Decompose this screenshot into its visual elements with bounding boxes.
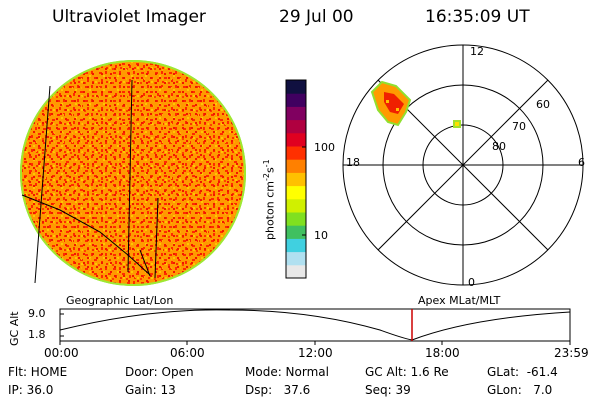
lat-label-80: 80	[492, 140, 506, 153]
altitude-curve	[59, 309, 571, 341]
polar-plot	[342, 44, 584, 286]
timeline-plot	[59, 308, 571, 345]
colorbar-segment	[286, 93, 306, 107]
timeline-xtick-0000: 00:00	[44, 346, 79, 360]
info-glat: GLat: -61.4	[487, 365, 558, 379]
colorbar	[285, 79, 307, 279]
mlt-label-12: 12	[470, 45, 484, 58]
yellow-point	[453, 120, 461, 128]
colorbar-segment	[286, 198, 306, 213]
colorbar-segment	[286, 106, 306, 121]
info-gc-alt: GC Alt: 1.6 Re	[365, 365, 449, 379]
colorbar-segment	[286, 264, 306, 279]
timeline-xtick-2359: 23:59	[554, 346, 589, 360]
timeline-xtick-0600: 06:00	[170, 346, 205, 360]
info-seq: Seq: 39	[365, 383, 411, 397]
colorbar-segment	[286, 238, 306, 253]
info-door: Door: Open	[125, 365, 194, 379]
geographic-grid-lines	[21, 79, 159, 284]
timeline-right-title: Apex MLat/MLT	[418, 294, 501, 307]
colorbar-segment	[286, 212, 306, 226]
info-gain: Gain: 13	[125, 383, 176, 397]
timeline-ytick-bottom: 1.8	[28, 328, 46, 341]
colorbar-border	[285, 79, 307, 279]
colorbar-tick-10: 10	[314, 229, 328, 242]
info-ip: IP: 36.0	[8, 383, 54, 397]
info-flight: Flt: HOME	[8, 365, 68, 379]
colorbar-segment	[286, 251, 306, 266]
date-label: 29 Jul 00	[279, 7, 354, 27]
aurora-patch	[370, 80, 412, 127]
lat-label-60: 60	[536, 98, 550, 111]
instrument-title: Ultraviolet Imager	[52, 7, 206, 27]
timeline-left-title: Geographic Lat/Lon	[66, 294, 174, 307]
earth-image	[20, 60, 246, 286]
polar-diagonal-2	[377, 79, 549, 251]
info-dsp: Dsp: 37.6	[245, 383, 311, 397]
lat-label-70: 70	[512, 120, 526, 133]
timeline-ylabel: GC Alt	[8, 311, 21, 346]
colorbar-segment	[286, 80, 306, 94]
colorbar-tick-100: 100	[314, 141, 335, 154]
colorbar-segment	[286, 159, 306, 173]
timeline-xtick-1200: 12:00	[298, 346, 333, 360]
timeline-ytick-top: 9.0	[28, 307, 46, 320]
colorbar-segment	[286, 225, 306, 239]
timeline-xtick-1800: 18:00	[425, 346, 460, 360]
mlt-label-6: 6	[578, 156, 585, 169]
info-mode: Mode: Normal	[245, 365, 329, 379]
colorbar-segment	[286, 172, 306, 187]
colorbar-segment	[286, 119, 306, 134]
colorbar-segment	[286, 146, 306, 160]
colorbar-unit-label: photon cm-2s-1	[262, 159, 277, 240]
mlt-label-0: 0	[468, 276, 475, 289]
colorbar-segment	[286, 132, 306, 147]
mlt-label-18: 18	[346, 156, 360, 169]
time-label: 16:35:09 UT	[425, 7, 530, 27]
info-glon: GLon: 7.0	[487, 383, 553, 397]
colorbar-segment	[286, 185, 306, 200]
